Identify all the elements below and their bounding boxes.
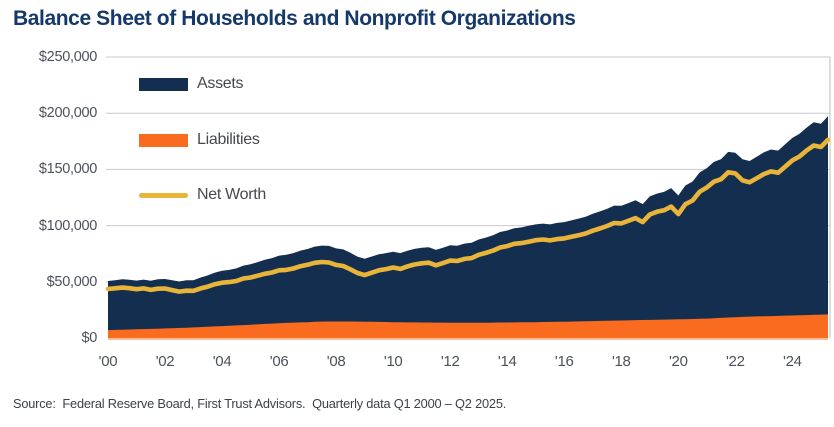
y-axis-label: $150,000 (38, 161, 97, 178)
legend-label-liabilities: Liabilities (197, 131, 260, 148)
liabilities-area (108, 314, 828, 338)
x-axis-label: '00 (98, 353, 118, 370)
assets-swatch-icon (139, 77, 188, 91)
x-axis-label: '06 (269, 353, 289, 370)
assets-area (108, 116, 828, 338)
x-axis-label: '20 (668, 353, 688, 370)
legend-label-assets: Assets (197, 75, 244, 92)
x-axis-label: '24 (783, 353, 802, 370)
legend-item-assets: Assets (139, 71, 244, 97)
liabilities-swatch-icon (139, 133, 188, 147)
net-worth-swatch-icon (139, 192, 188, 198)
y-axis-label: $0 (81, 330, 97, 346)
x-axis-label: '14 (497, 353, 517, 370)
x-axis-label: '22 (725, 353, 745, 370)
y-axis-label: $250,000 (38, 49, 97, 65)
legend-item-net-worth: Net Worth (139, 182, 266, 208)
x-axis-label: '12 (440, 353, 460, 370)
x-axis-label: '16 (554, 353, 574, 370)
x-axis-label: '18 (611, 353, 631, 370)
x-axis-label: '04 (212, 353, 232, 370)
x-axis-label: '10 (383, 353, 403, 370)
x-axis-label: '08 (326, 353, 346, 370)
y-axis-label: $50,000 (46, 273, 98, 290)
legend-label-net-worth: Net Worth (197, 186, 267, 203)
legend-item-liabilities: Liabilities (139, 127, 260, 153)
y-axis-label: $200,000 (38, 105, 97, 122)
x-axis-label: '02 (155, 353, 175, 370)
net-worth-line (105, 137, 831, 294)
chart-title: Balance Sheet of Households and Nonprofi… (13, 7, 576, 30)
y-axis-label: $100,000 (38, 217, 97, 234)
source-note: Source: Federal Reserve Board, First Tru… (13, 396, 507, 411)
